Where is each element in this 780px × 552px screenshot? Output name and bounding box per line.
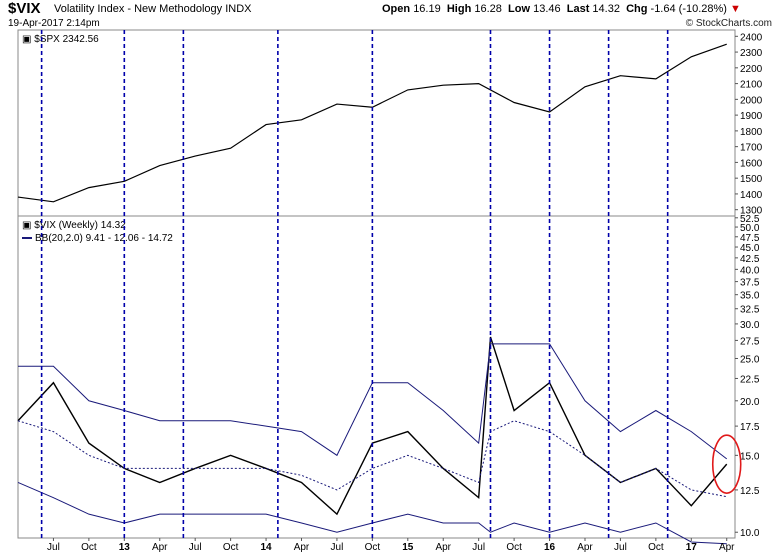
spx-y-tick-label: 1300 [740, 206, 763, 217]
vix-y-tick-label: 47.5 [740, 233, 760, 244]
spx-y-tick-label: 2000 [740, 95, 763, 106]
vix-y-tick-label: 35.0 [740, 291, 760, 302]
chg-label: Chg [626, 3, 648, 15]
spx-y-tick-label: 1600 [740, 158, 763, 169]
vix-y-tick-label: 17.5 [740, 422, 760, 433]
bb-middle-line [17, 420, 727, 498]
x-tick-label: Oct [81, 542, 97, 552]
vix-y-tick-label: 30.0 [740, 320, 760, 331]
x-tick-label: 14 [260, 542, 272, 552]
spx-y-tick-label: 2400 [740, 32, 763, 43]
spx-y-tick-label: 1800 [740, 127, 763, 138]
x-tick-label: Oct [223, 542, 239, 552]
timestamp: 19-Apr-2017 2:14pm [8, 18, 100, 29]
vix-y-tick-label: 32.5 [740, 305, 760, 316]
spx-panel-frame [17, 29, 736, 217]
down-arrow-icon: ▼ [730, 3, 741, 15]
x-tick-label: Jul [472, 542, 485, 552]
exchange-code: INDX [225, 3, 252, 15]
index-name: Volatility Index - New Methodology INDX [54, 3, 252, 15]
annotation-circle [711, 434, 742, 494]
vix-y-tick-label: 12.5 [740, 486, 760, 497]
x-tick-label: Apr [435, 542, 451, 552]
high-value: 16.28 [474, 3, 502, 15]
x-tick-label: 17 [686, 542, 698, 552]
stockcharts-brand: © StockCharts.com [685, 18, 772, 29]
spx-legend: ▣ $SPX 2342.56 [22, 34, 99, 45]
spx-y-tick-label: 2300 [740, 48, 763, 59]
vix-y-tick-label: 15.0 [740, 451, 760, 462]
x-tick-label: Apr [152, 542, 168, 552]
vix-y-tick-label: 27.5 [740, 336, 760, 347]
spx-y-tick-label: 2100 [740, 80, 763, 91]
chg-value: -1.64 (-10.28%) [650, 3, 727, 15]
vix-panel-frame [17, 215, 736, 539]
index-name-text: Volatility Index - New Methodology [54, 3, 223, 15]
open-value: 16.19 [413, 3, 441, 15]
open-label: Open [382, 3, 411, 15]
last-label: Last [566, 3, 590, 15]
x-tick-label: Apr [719, 542, 735, 552]
spx-y-tick-label: 1500 [740, 174, 763, 185]
x-tick-label: Jul [331, 542, 344, 552]
chart-header: $VIX Volatility Index - New Methodology … [0, 0, 780, 30]
quote-summary: Open 16.19 High 16.28 Low 13.46 Last 14.… [382, 3, 741, 15]
bb-lower-line [17, 482, 727, 545]
x-tick-label: 15 [402, 542, 414, 552]
x-tick-label: Jul [614, 542, 627, 552]
x-tick-label: Apr [577, 542, 593, 552]
x-tick-label: Jul [47, 542, 60, 552]
last-value: 14.32 [592, 3, 620, 15]
vix-y-tick-label: 20.0 [740, 397, 760, 408]
x-tick-label: Oct [365, 542, 381, 552]
vix-y-tick-label: 45.0 [740, 243, 760, 254]
vix-y-tick-label: 40.0 [740, 265, 760, 276]
vix-y-tick-label: 52.5 [740, 214, 760, 225]
vix-y-tick-label: 37.5 [740, 278, 760, 289]
vix-y-tick-label: 10.0 [740, 528, 760, 539]
vix-y-tick-label: 25.0 [740, 354, 760, 365]
x-tick-label: Jul [189, 542, 202, 552]
x-tick-label: Oct [506, 542, 522, 552]
low-value: 13.46 [533, 3, 561, 15]
symbol-title: $VIX [8, 0, 41, 17]
spx-y-tick-label: 2200 [740, 64, 763, 75]
x-tick-label: Oct [648, 542, 664, 552]
spx-y-tick-label: 1700 [740, 143, 763, 154]
bb-upper-line [18, 343, 728, 460]
vix-y-tick-label: 42.5 [740, 254, 760, 265]
vix-legend: ▣ $VIX (Weekly) 14.32 [22, 220, 126, 231]
vix-y-tick-label: 50.0 [740, 223, 760, 234]
bb-legend: BB(20,2.0) 9.41 - 12.06 - 14.72 [35, 233, 173, 244]
spx-y-tick-label: 1400 [740, 190, 763, 201]
spx-y-tick-label: 1900 [740, 111, 763, 122]
x-tick-label: 13 [119, 542, 131, 552]
x-tick-label: Apr [294, 542, 310, 552]
x-tick-label: 16 [544, 542, 556, 552]
vix-y-tick-label: 22.5 [740, 374, 760, 385]
high-label: High [446, 3, 472, 15]
low-label: Low [508, 3, 531, 15]
